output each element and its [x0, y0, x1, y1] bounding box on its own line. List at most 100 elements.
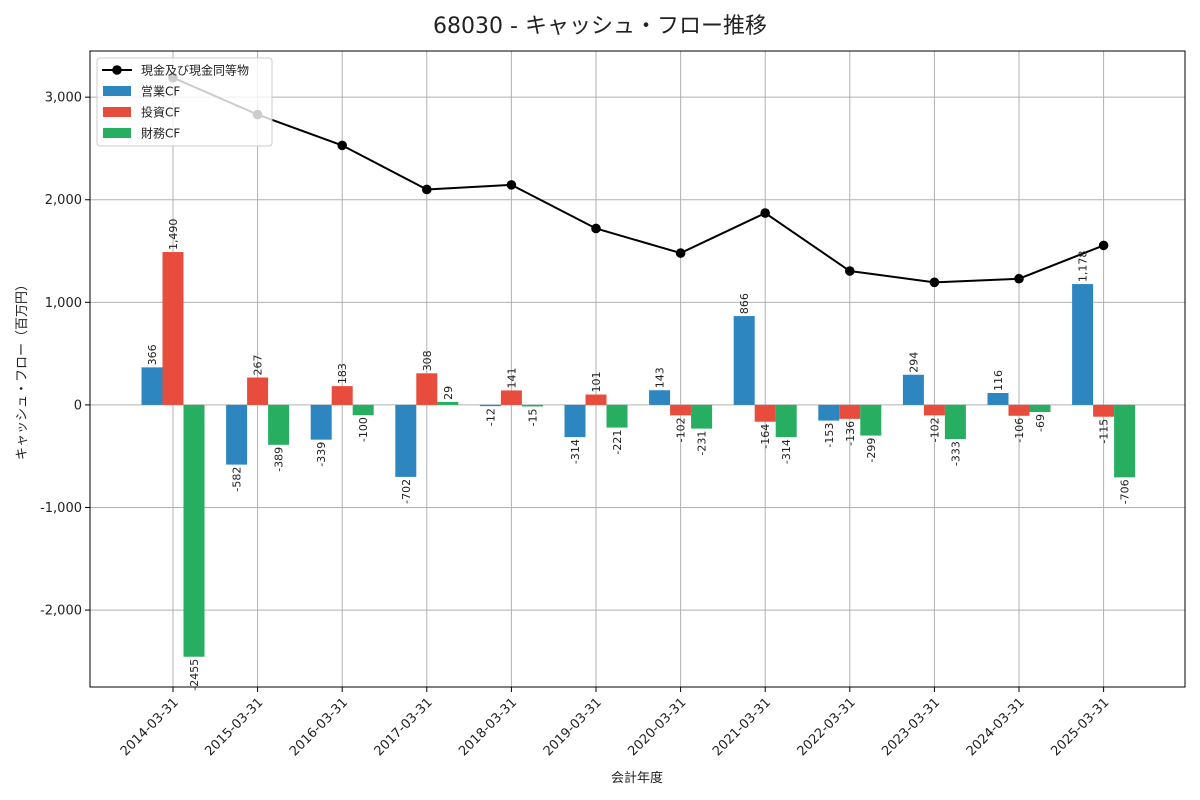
bar-financing — [775, 404, 797, 438]
cash-point — [337, 140, 348, 151]
bar-value-label: -231 — [696, 431, 709, 456]
legend-label: 営業CF — [141, 85, 180, 99]
bar-value-label: 101 — [590, 372, 603, 393]
bar-value-label: -12 — [484, 408, 497, 426]
bar-value-label: 116 — [992, 370, 1005, 391]
bar-value-label: -333 — [949, 441, 962, 466]
bar-investing — [923, 404, 945, 416]
cash-point — [929, 277, 940, 288]
x-tick-label: 2017-03-31 — [372, 695, 436, 759]
bar-value-label: -15 — [526, 408, 539, 426]
bar-value-label: 141 — [505, 367, 518, 388]
bar-operating — [310, 404, 332, 440]
x-tick-label: 2023-03-31 — [879, 695, 943, 759]
bar-operating — [564, 404, 586, 438]
y-tick-label: -2,000 — [40, 604, 82, 619]
bar-value-label: -69 — [1034, 414, 1047, 432]
bar-value-label: -339 — [315, 442, 328, 467]
bar-financing — [352, 404, 374, 416]
bar-investing — [247, 377, 269, 405]
legend-swatch-marker — [112, 65, 122, 75]
bar-financing — [521, 404, 543, 407]
bar-financing — [860, 404, 882, 436]
plot-area-frame — [89, 50, 1186, 688]
bar-value-label: 183 — [336, 363, 349, 384]
bar-financing — [691, 404, 713, 429]
bar-value-label: -153 — [823, 423, 836, 448]
bar-value-label: -582 — [231, 467, 244, 492]
cash-point — [506, 180, 517, 190]
bar-investing — [500, 390, 522, 405]
bar-operating — [733, 316, 755, 405]
bar-financing — [268, 404, 290, 445]
bar-value-label: -389 — [273, 447, 286, 472]
bar-operating — [902, 374, 924, 405]
bar-value-label: -106 — [1013, 418, 1026, 443]
bar-value-label: 143 — [654, 367, 667, 388]
bar-value-label: -2455 — [188, 659, 201, 691]
bar-operating — [649, 390, 671, 405]
bar-investing — [416, 373, 438, 405]
legend-label: 投資CF — [141, 105, 180, 120]
bar-financing — [1114, 404, 1136, 478]
bar-financing — [606, 404, 628, 428]
bar-financing — [183, 404, 205, 657]
bar-value-label: -100 — [357, 417, 370, 442]
bar-operating — [141, 367, 163, 405]
bar-investing — [331, 386, 353, 405]
cash-point — [760, 208, 770, 218]
x-axis-label: 会計年度 — [611, 770, 663, 786]
bar-operating — [1072, 284, 1094, 405]
y-tick-label: 1,000 — [45, 296, 82, 311]
data-labels: 366 -582 -339 -702 -12 -314 143 866 -153 294 116 1,… — [146, 219, 1132, 691]
y-tick-label: 2,000 — [45, 193, 82, 208]
cash-point — [675, 248, 686, 258]
bar-value-label: -115 — [1098, 419, 1111, 444]
legend-swatch-investing — [103, 107, 131, 117]
bar-investing — [162, 252, 184, 405]
bar-investing — [1008, 404, 1030, 416]
y-tick-label: 0 — [74, 398, 82, 413]
y-tick-label: 3,000 — [45, 91, 82, 106]
x-tick-label: 2021-03-31 — [710, 695, 774, 759]
bar-value-label: 267 — [252, 355, 265, 376]
bar-operating — [987, 393, 1009, 405]
x-tick-label: 2019-03-31 — [541, 695, 605, 759]
bar-operating — [395, 404, 417, 477]
bar-series — [141, 252, 1136, 657]
cash-point — [422, 184, 432, 195]
x-tick-label: 2016-03-31 — [287, 695, 351, 759]
legend-box — [96, 57, 273, 147]
x-tick-label: 2018-03-31 — [456, 695, 520, 759]
bar-value-label: 294 — [907, 352, 920, 373]
cash-point — [1098, 240, 1109, 251]
x-tick-label: 2024-03-31 — [964, 695, 1028, 759]
legend-swatch-operating — [103, 86, 131, 96]
chart-title: 68030 - キャッシュ・フロー推移 — [433, 14, 767, 39]
bar-value-label: -136 — [844, 421, 857, 446]
cash-line — [172, 76, 1104, 284]
x-tick-label: 2022-03-31 — [795, 695, 859, 759]
bar-investing — [1093, 404, 1115, 417]
x-tick-label: 2014-03-31 — [118, 695, 182, 759]
bar-investing — [839, 404, 861, 419]
bar-value-label: -102 — [928, 417, 941, 442]
bar-value-label: -102 — [675, 417, 688, 442]
cash-line-series — [168, 72, 1109, 288]
bar-value-label: -221 — [611, 430, 624, 455]
y-tick-label: -1,000 — [40, 501, 82, 516]
cash-point — [591, 223, 601, 234]
cash-point — [845, 266, 855, 276]
legend-swatch-financing — [103, 128, 131, 138]
bar-value-label: 366 — [146, 344, 159, 365]
bar-value-label: 866 — [738, 293, 751, 314]
bar-operating — [479, 404, 501, 407]
bar-value-label: 29 — [442, 386, 455, 400]
bar-financing — [944, 404, 966, 440]
bar-financing — [437, 401, 459, 405]
bar-operating — [226, 404, 248, 465]
bar-investing — [754, 404, 776, 422]
bar-financing — [1029, 404, 1051, 412]
